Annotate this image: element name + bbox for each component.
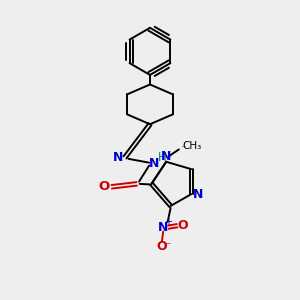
Text: methyl: methyl: [182, 146, 186, 147]
Text: H: H: [158, 152, 167, 164]
Text: +: +: [164, 217, 172, 227]
Text: ⁻: ⁻: [164, 240, 171, 253]
Text: N: N: [158, 220, 168, 234]
Text: N: N: [161, 150, 171, 163]
Text: N: N: [193, 188, 203, 201]
Text: CH₃: CH₃: [182, 142, 202, 152]
Text: N: N: [113, 151, 124, 164]
Text: O: O: [178, 219, 188, 232]
Text: N: N: [149, 157, 160, 170]
Text: O: O: [99, 180, 110, 193]
Text: O: O: [157, 240, 167, 253]
